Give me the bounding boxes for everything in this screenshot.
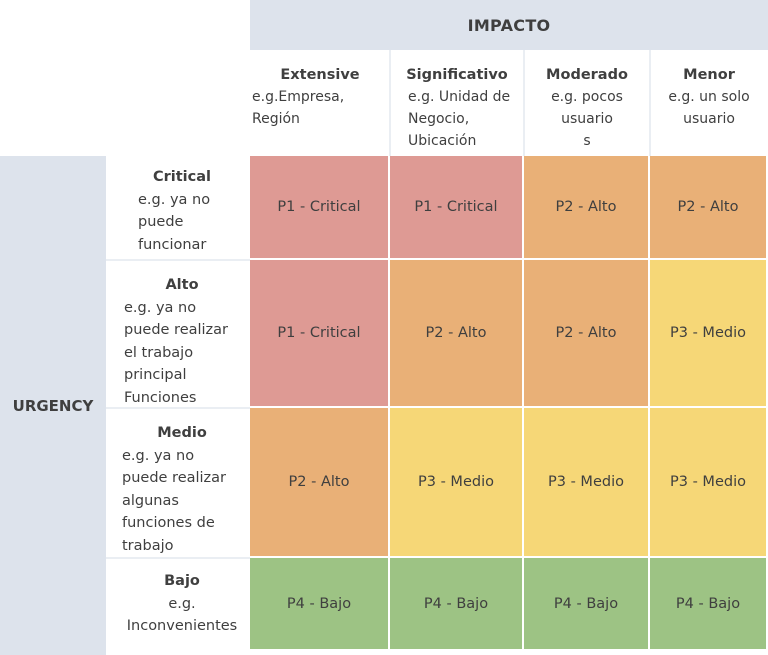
row-description: e.g. Inconvenientes: [126, 595, 238, 635]
impact-axis-header: IMPACTO: [250, 0, 768, 50]
column-title: Moderado: [546, 67, 628, 83]
matrix-cell-p2: P2 - Alto: [524, 260, 650, 408]
matrix-cell-p4: P4 - Bajo: [650, 558, 768, 651]
grid-divider: [649, 50, 651, 156]
column-title: Significativo: [406, 67, 508, 83]
column-description: e.g. un solo usuario: [668, 89, 750, 127]
row-title: Alto: [165, 277, 199, 293]
impact-axis-label: IMPACTO: [467, 15, 551, 35]
matrix-cell-p4: P4 - Bajo: [524, 558, 650, 651]
column-title: Menor: [683, 67, 735, 83]
grid-divider: [389, 50, 391, 156]
row-title: Bajo: [164, 573, 200, 589]
row-description: e.g. ya no puede funcionar: [138, 191, 211, 253]
column-description: e.g.Empresa, Región: [252, 89, 345, 127]
grid-divider: [106, 259, 250, 261]
column-title: Extensive: [280, 67, 360, 83]
matrix-cell-p4: P4 - Bajo: [390, 558, 524, 651]
grid-divider: [106, 407, 250, 409]
row-title: Critical: [152, 169, 211, 185]
matrix-cell-p2: P2 - Alto: [524, 156, 650, 260]
column-header-significativo: Significativo e.g. Unidad de Negocio, Ub…: [390, 50, 524, 156]
row-title: Medio: [157, 425, 207, 441]
urgency-axis-label: URGENCY: [12, 396, 94, 415]
grid-divider: [523, 50, 525, 156]
row-header-alto: Alto e.g. ya no puede realizar el trabaj…: [106, 260, 250, 408]
matrix-cell-p1: P1 - Critical: [250, 156, 390, 260]
column-description: e.g. Unidad de Negocio, Ubicación: [408, 89, 511, 149]
matrix-cell-p2: P2 - Alto: [390, 260, 524, 408]
matrix-cell-p3: P3 - Medio: [650, 408, 768, 558]
matrix-cell-p1: P1 - Critical: [390, 156, 524, 260]
urgency-axis-header: URGENCY: [0, 156, 106, 655]
row-description: e.g. ya no puede realizar algunas funcio…: [122, 447, 227, 554]
row-description: e.g. ya no puede realizar el trabajo pri…: [124, 299, 229, 406]
matrix-cell-p2: P2 - Alto: [250, 408, 390, 558]
matrix-cell-p3: P3 - Medio: [524, 408, 650, 558]
matrix-cell-p3: P3 - Medio: [390, 408, 524, 558]
column-header-menor: Menor e.g. un solo usuario: [650, 50, 768, 156]
column-header-extensive: Extensive e.g.Empresa, Región: [250, 50, 390, 156]
matrix-cell-p3: P3 - Medio: [650, 260, 768, 408]
row-header-medio: Medio e.g. ya no puede realizar algunas …: [106, 408, 250, 558]
column-description: e.g. pocos usuario s: [551, 89, 623, 149]
grid-divider: [106, 557, 250, 559]
matrix-cell-p2: P2 - Alto: [650, 156, 768, 260]
matrix-cell-p1: P1 - Critical: [250, 260, 390, 408]
row-header-bajo: Bajo e.g. Inconvenientes: [106, 558, 250, 655]
row-header-critical: Critical e.g. ya no puede funcionar: [106, 156, 250, 260]
matrix-cell-p4: P4 - Bajo: [250, 558, 390, 651]
column-header-moderado: Moderado e.g. pocos usuario s: [524, 50, 650, 156]
